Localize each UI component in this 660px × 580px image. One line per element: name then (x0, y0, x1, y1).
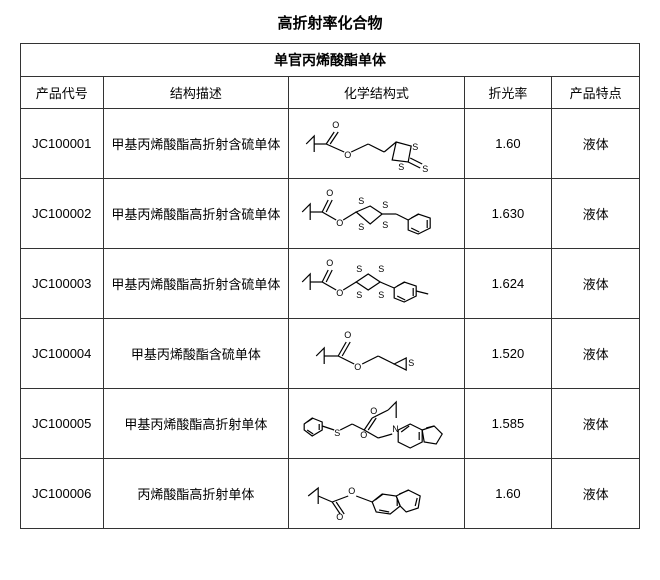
svg-text:S: S (334, 428, 340, 438)
row-refract: 1.630 (464, 179, 552, 249)
svg-text:S: S (382, 220, 388, 230)
chem-structure: O O (289, 459, 464, 529)
molecule-icon: O O S (291, 324, 461, 384)
row-code: JC100006 (21, 459, 104, 529)
svg-text:O: O (354, 362, 361, 372)
row-desc: 甲基丙烯酸酯高折射单体 (103, 389, 289, 459)
molecule-icon: O O S S S S (291, 184, 461, 244)
svg-text:S: S (398, 162, 404, 172)
svg-text:O: O (348, 486, 355, 496)
table-row: JC100006 丙烯酸酯高折射单体 O O 1.60 液体 (21, 459, 640, 529)
svg-text:S: S (378, 264, 384, 274)
svg-text:O: O (336, 512, 343, 522)
row-feature: 液体 (552, 459, 640, 529)
row-code: JC100005 (21, 389, 104, 459)
svg-text:S: S (408, 358, 414, 368)
molecule-icon: O O (291, 464, 461, 524)
molecule-icon: O O S S S S (291, 254, 461, 314)
row-feature: 液体 (552, 109, 640, 179)
row-refract: 1.520 (464, 319, 552, 389)
row-feature: 液体 (552, 179, 640, 249)
row-feature: 液体 (552, 389, 640, 459)
col-refract: 折光率 (464, 77, 552, 109)
table-row: JC100005 甲基丙烯酸酯高折射单体 S O O N (21, 389, 640, 459)
row-feature: 液体 (552, 319, 640, 389)
svg-text:O: O (326, 188, 333, 198)
chem-structure: O O S (289, 319, 464, 389)
col-code: 产品代号 (21, 77, 104, 109)
chem-structure: O O S S S S (289, 249, 464, 319)
svg-text:S: S (422, 164, 428, 174)
row-desc: 甲基丙烯酸酯高折射含硫单体 (103, 249, 289, 319)
row-refract: 1.60 (464, 109, 552, 179)
row-refract: 1.585 (464, 389, 552, 459)
row-desc: 丙烯酸酯高折射单体 (103, 459, 289, 529)
svg-text:O: O (336, 218, 343, 228)
col-struct: 化学结构式 (289, 77, 464, 109)
svg-text:O: O (326, 258, 333, 268)
column-header-row: 产品代号 结构描述 化学结构式 折光率 产品特点 (21, 77, 640, 109)
col-feature: 产品特点 (552, 77, 640, 109)
chem-structure: O O S S S (289, 109, 464, 179)
row-desc: 甲基丙烯酸酯高折射含硫单体 (103, 179, 289, 249)
svg-text:S: S (356, 264, 362, 274)
row-refract: 1.624 (464, 249, 552, 319)
svg-text:O: O (336, 288, 343, 298)
svg-text:O: O (344, 330, 351, 340)
chem-structure: O O S S S S (289, 179, 464, 249)
col-desc: 结构描述 (103, 77, 289, 109)
molecule-icon: S O O N (291, 394, 461, 454)
section-header: 单官丙烯酸酯单体 (21, 44, 640, 77)
table-row: JC100004 甲基丙烯酸酯含硫单体 O O S 1.520 液体 (21, 319, 640, 389)
svg-text:O: O (344, 150, 351, 160)
svg-text:S: S (356, 290, 362, 300)
svg-text:S: S (358, 222, 364, 232)
svg-text:O: O (370, 406, 377, 416)
row-code: JC100001 (21, 109, 104, 179)
row-code: JC100002 (21, 179, 104, 249)
table-row: JC100002 甲基丙烯酸酯高折射含硫单体 O O S S S S (21, 179, 640, 249)
svg-text:S: S (412, 142, 418, 152)
row-desc: 甲基丙烯酸酯高折射含硫单体 (103, 109, 289, 179)
row-feature: 液体 (552, 249, 640, 319)
page-title: 高折射率化合物 (20, 12, 640, 33)
svg-text:S: S (382, 200, 388, 210)
row-refract: 1.60 (464, 459, 552, 529)
row-code: JC100003 (21, 249, 104, 319)
table-row: JC100001 甲基丙烯酸酯高折射含硫单体 O O S S S (21, 109, 640, 179)
svg-text:S: S (358, 196, 364, 206)
section-header-row: 单官丙烯酸酯单体 (21, 44, 640, 77)
row-desc: 甲基丙烯酸酯含硫单体 (103, 319, 289, 389)
molecule-icon: O O S S S (291, 114, 461, 174)
row-code: JC100004 (21, 319, 104, 389)
compound-table: 单官丙烯酸酯单体 产品代号 结构描述 化学结构式 折光率 产品特点 JC1000… (20, 43, 640, 529)
chem-structure: S O O N (289, 389, 464, 459)
svg-text:S: S (378, 290, 384, 300)
svg-text:O: O (332, 120, 339, 130)
table-row: JC100003 甲基丙烯酸酯高折射含硫单体 O O S S S S (21, 249, 640, 319)
